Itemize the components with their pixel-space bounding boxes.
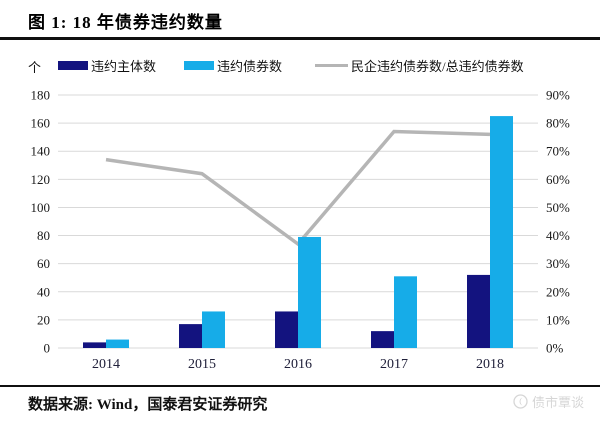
bar-defaulting-entities (467, 274, 490, 348)
left-axis-tick: 0 (44, 341, 51, 356)
right-axis-tick: 50% (546, 200, 570, 215)
left-axis-tick: 140 (31, 144, 51, 159)
bar-defaulting-entities (179, 324, 202, 348)
footer-divider (0, 385, 600, 387)
right-axis-tick: 80% (546, 116, 570, 131)
bar-defaulting-bonds (202, 311, 225, 348)
legend-swatch-gray-line (315, 63, 348, 67)
line-series-private-ratio (105, 129, 491, 247)
data-source-note: 数据来源: Wind，国泰君安证券研究 (28, 397, 268, 413)
legend-label: 违约主体数 (91, 58, 157, 74)
left-axis-tick: 60 (37, 256, 50, 271)
right-axis-tick: 20% (546, 284, 570, 299)
right-axis-tick: 70% (546, 144, 570, 159)
right-axis-tick: 40% (546, 228, 570, 243)
right-axis-tick: 90% (546, 88, 570, 103)
legend-item-defaulting-entities: 违约主体数 (58, 56, 156, 74)
left-axis-tick: 100 (31, 200, 51, 215)
bar-defaulting-entities (83, 342, 106, 348)
legend: 个 违约主体数 违约债券数 民企违约债券数/总违约债券数 (0, 56, 600, 76)
watermark-text: 债市覃谈 (531, 395, 584, 410)
x-axis-label: 2017 (380, 357, 408, 372)
title-divider (0, 37, 600, 40)
bar-defaulting-bonds (394, 276, 417, 348)
watermark-logo-icon (513, 394, 528, 409)
right-axis-tick: 30% (546, 256, 570, 271)
left-axis-tick: 40 (37, 284, 50, 299)
left-axis-tick: 180 (31, 88, 51, 103)
left-axis-unit-label: 个 (28, 60, 42, 75)
left-axis-tick: 80 (37, 228, 50, 243)
left-axis-tick: 120 (31, 172, 51, 187)
right-axis-tick: 10% (546, 312, 570, 327)
left-axis-tick: 160 (31, 116, 51, 131)
left-axis-tick: 20 (37, 312, 50, 327)
right-axis-tick: 60% (546, 172, 570, 187)
x-axis-label: 2014 (92, 357, 120, 372)
x-axis-label: 2016 (284, 357, 312, 372)
legend-item-private-ratio: 民企违约债券数/总违约债券数 (315, 56, 524, 74)
legend-swatch-light-bar (184, 60, 214, 70)
legend-label: 民企违约债券数/总违约债券数 (351, 58, 524, 74)
bar-defaulting-entities (371, 331, 394, 348)
bar-defaulting-bonds (106, 339, 129, 348)
bar-defaulting-entities (275, 311, 298, 348)
legend-label: 违约债券数 (217, 58, 283, 74)
x-axis-label: 2018 (476, 357, 504, 372)
legend-item-defaulting-bonds: 违约债券数 (184, 56, 282, 74)
x-axis-label: 2015 (188, 357, 216, 372)
bar-defaulting-bonds (298, 236, 321, 348)
legend-swatch-dark-bar (58, 60, 88, 70)
bar-defaulting-bonds (490, 116, 513, 348)
watermark: 债市覃谈 (513, 392, 584, 411)
chart-title: 图 1: 18 年债券违约数量 (28, 13, 223, 32)
right-axis-tick: 0% (546, 341, 564, 356)
